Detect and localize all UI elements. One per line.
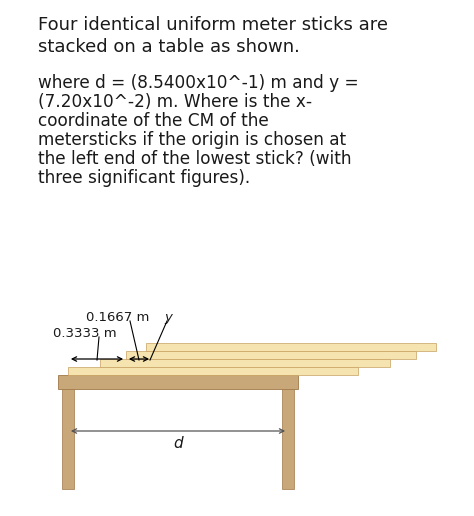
Text: the left end of the lowest stick? (with: the left end of the lowest stick? (with [38, 150, 352, 168]
Bar [62, 389, 74, 489]
Text: (7.20x10^-2) m. Where is the x-: (7.20x10^-2) m. Where is the x- [38, 93, 312, 111]
Text: where d = (8.5400x10^-1) m and y =: where d = (8.5400x10^-1) m and y = [38, 74, 359, 92]
Text: 0.1667 m: 0.1667 m [86, 311, 149, 324]
Bar [282, 389, 294, 489]
Text: y: y [164, 311, 172, 324]
Text: coordinate of the CM of the: coordinate of the CM of the [38, 112, 269, 130]
Text: three significant figures).: three significant figures). [38, 169, 250, 187]
Text: stacked on a table as shown.: stacked on a table as shown. [38, 38, 300, 56]
Bar [68, 367, 358, 375]
Text: 0.3333 m: 0.3333 m [53, 327, 117, 340]
Text: Four identical uniform meter sticks are: Four identical uniform meter sticks are [38, 16, 388, 34]
Bar [58, 375, 298, 389]
Bar [126, 351, 416, 359]
Text: d: d [173, 436, 183, 451]
Text: metersticks if the origin is chosen at: metersticks if the origin is chosen at [38, 131, 346, 149]
Bar [146, 343, 436, 351]
Bar [100, 359, 390, 367]
